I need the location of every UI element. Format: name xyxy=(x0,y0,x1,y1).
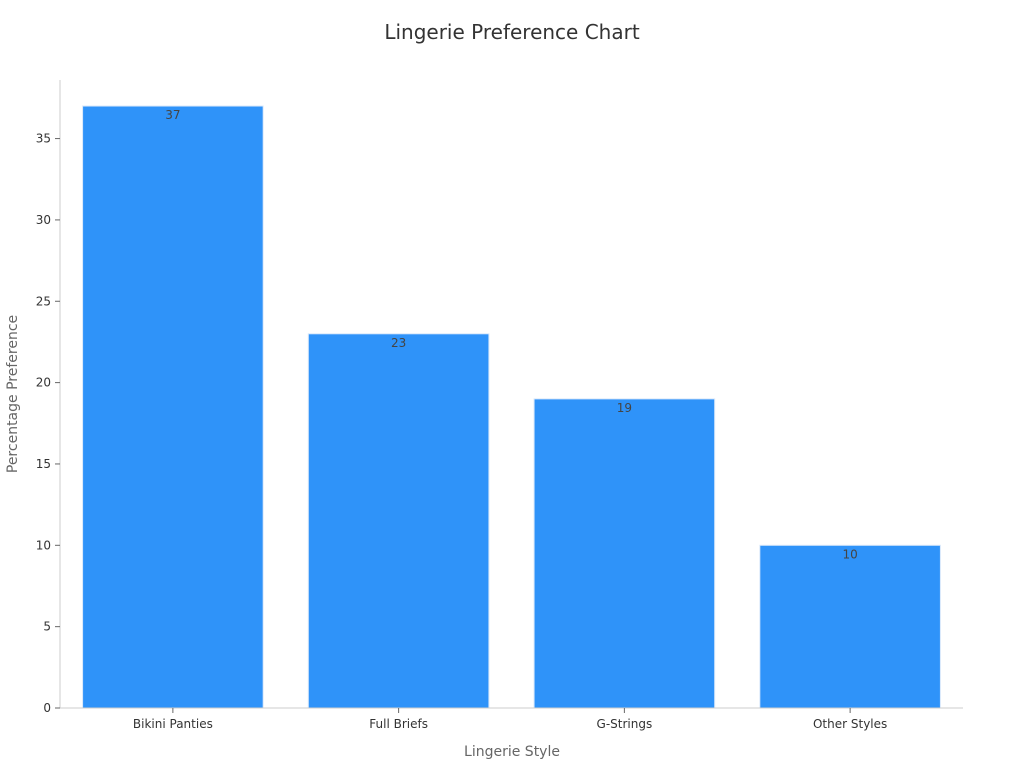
x-tick-label: G-Strings xyxy=(597,717,653,731)
y-tick-label: 25 xyxy=(36,294,51,308)
y-ticks: 0 5 10 15 20 25 30 35 xyxy=(36,132,60,715)
chart-title: Lingerie Preference Chart xyxy=(384,20,640,44)
bars-layer xyxy=(82,105,941,709)
x-axis-title: Lingerie Style xyxy=(464,744,560,760)
x-tick-label: Bikini Panties xyxy=(133,717,213,731)
y-tick-label: 20 xyxy=(36,376,51,390)
bar-value-label: 19 xyxy=(617,401,632,415)
bar xyxy=(533,398,716,709)
bar-value-label: 23 xyxy=(391,336,406,350)
bar-value-label: 37 xyxy=(165,108,180,122)
bar xyxy=(759,544,941,709)
x-tick-label: Other Styles xyxy=(813,717,887,731)
y-axis-title: Percentage Preference xyxy=(5,315,21,473)
y-tick-label: 30 xyxy=(36,213,51,227)
bar-value-label: 10 xyxy=(842,547,857,561)
axes-layer xyxy=(59,80,963,709)
y-tick-label: 10 xyxy=(36,538,51,552)
data-labels: 37 23 19 10 xyxy=(165,108,858,561)
bar xyxy=(307,333,490,709)
bar xyxy=(82,105,264,709)
y-tick-label: 15 xyxy=(36,457,51,471)
y-tick-label: 0 xyxy=(43,701,51,715)
x-ticks: Bikini Panties Full Briefs G-Strings Other … xyxy=(133,708,887,731)
x-tick-label: Full Briefs xyxy=(369,717,428,731)
y-tick-label: 35 xyxy=(36,132,51,146)
y-tick-label: 5 xyxy=(43,620,51,634)
